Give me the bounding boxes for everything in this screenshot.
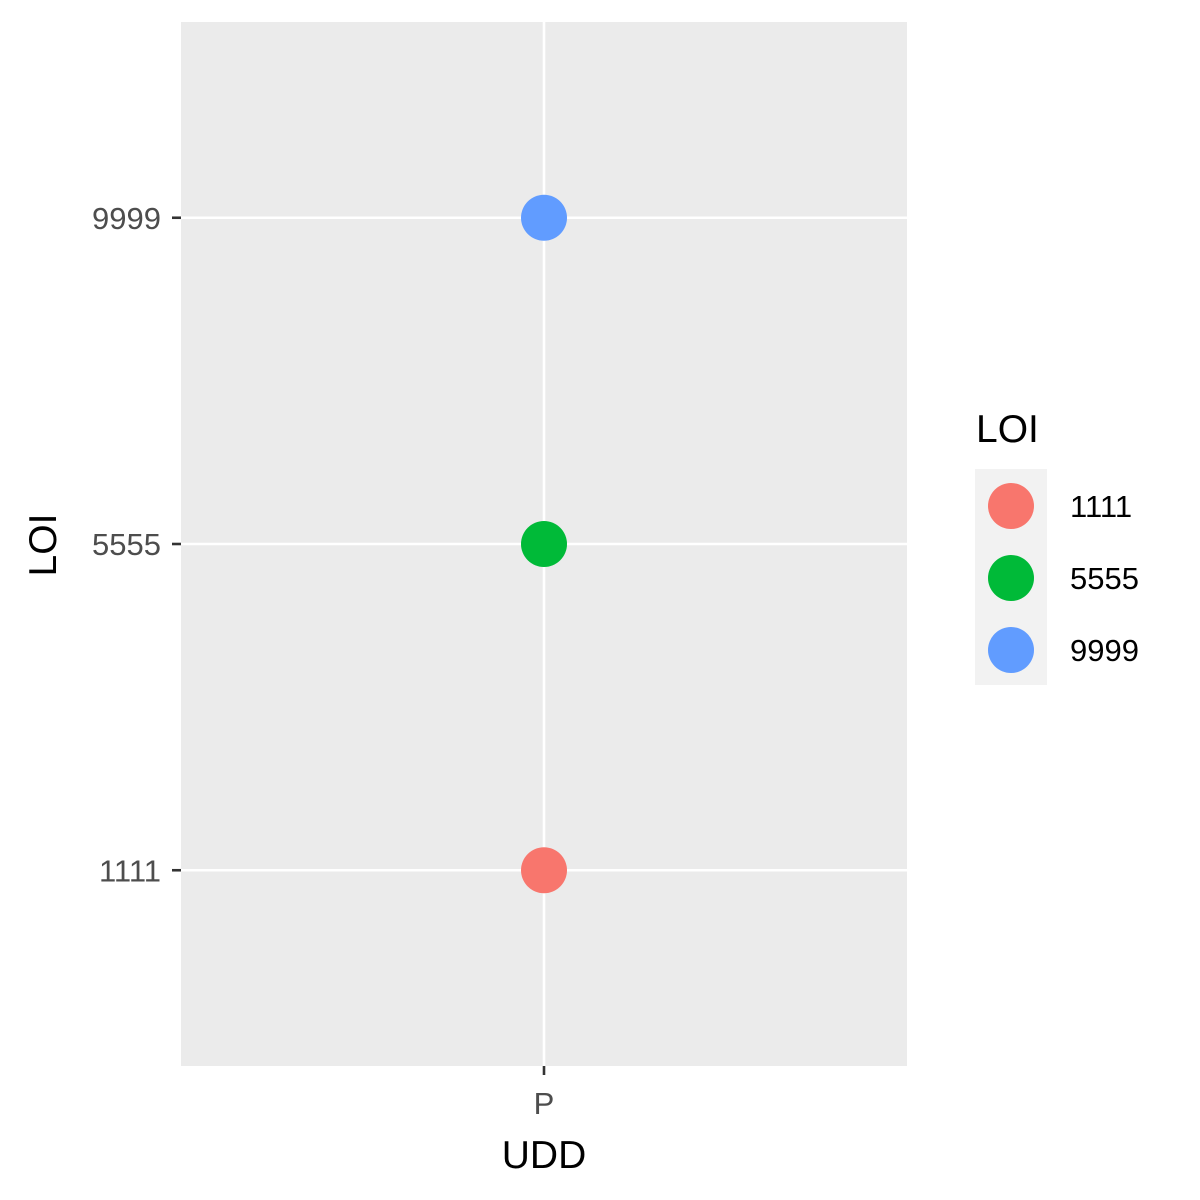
y-tick-label: 1111 (99, 853, 161, 888)
x-axis-title: UDD (502, 1134, 587, 1177)
point-1111 (521, 847, 567, 894)
y-tick-label: 9999 (92, 201, 161, 236)
y-tick-label: 5555 (92, 527, 161, 562)
legend-key-1111 (988, 483, 1034, 529)
legend-label-5555: 5555 (1070, 561, 1139, 596)
point-9999 (521, 194, 567, 241)
legend-label-1111: 1111 (1070, 489, 1132, 524)
legend-key-5555 (988, 555, 1034, 601)
y-axis: 1111 5555 9999 (92, 201, 181, 888)
point-5555 (521, 521, 567, 567)
x-axis: P (534, 1066, 555, 1121)
y-axis-title: LOI (22, 514, 65, 577)
legend-key-9999 (988, 627, 1034, 673)
points-layer (521, 194, 567, 894)
legend-title: LOI (976, 408, 1039, 451)
legend: LOI 1111 5555 9999 (975, 408, 1139, 685)
x-tick-label: P (534, 1086, 555, 1121)
legend-label-9999: 9999 (1070, 633, 1139, 668)
